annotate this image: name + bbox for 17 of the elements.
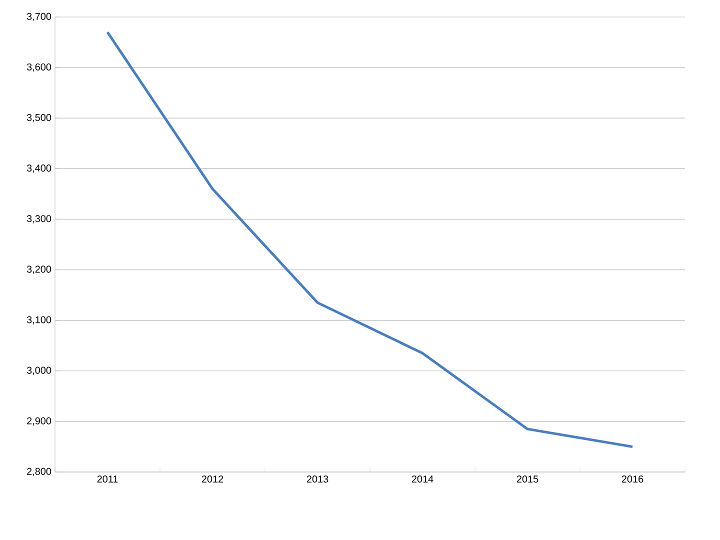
y-tick-label: 3,600: [26, 63, 52, 72]
y-tick-label: 2,900: [27, 417, 52, 426]
x-tick-label: 2011: [97, 476, 118, 483]
y-tick-label: 2,800: [27, 468, 52, 476]
x-tick-label: 2014: [412, 476, 434, 483]
y-tick-label: 3,100: [26, 316, 52, 324]
x-tick-label: 2016: [622, 476, 644, 483]
line-series: [106, 30, 634, 448]
x-tick-label: 2012: [202, 476, 224, 483]
x-tick-label: 2013: [306, 476, 328, 483]
y-tick-label: 3,700: [26, 12, 52, 22]
y-tick-label: 3,500: [26, 114, 52, 122]
y-tick-label: 3,200: [26, 266, 52, 274]
y-tick-label: 3,300: [26, 215, 52, 224]
y-tick-label: 3,000: [26, 366, 52, 376]
x-tick-label: 2015: [516, 476, 538, 483]
y-tick-label: 3,400: [26, 164, 52, 173]
